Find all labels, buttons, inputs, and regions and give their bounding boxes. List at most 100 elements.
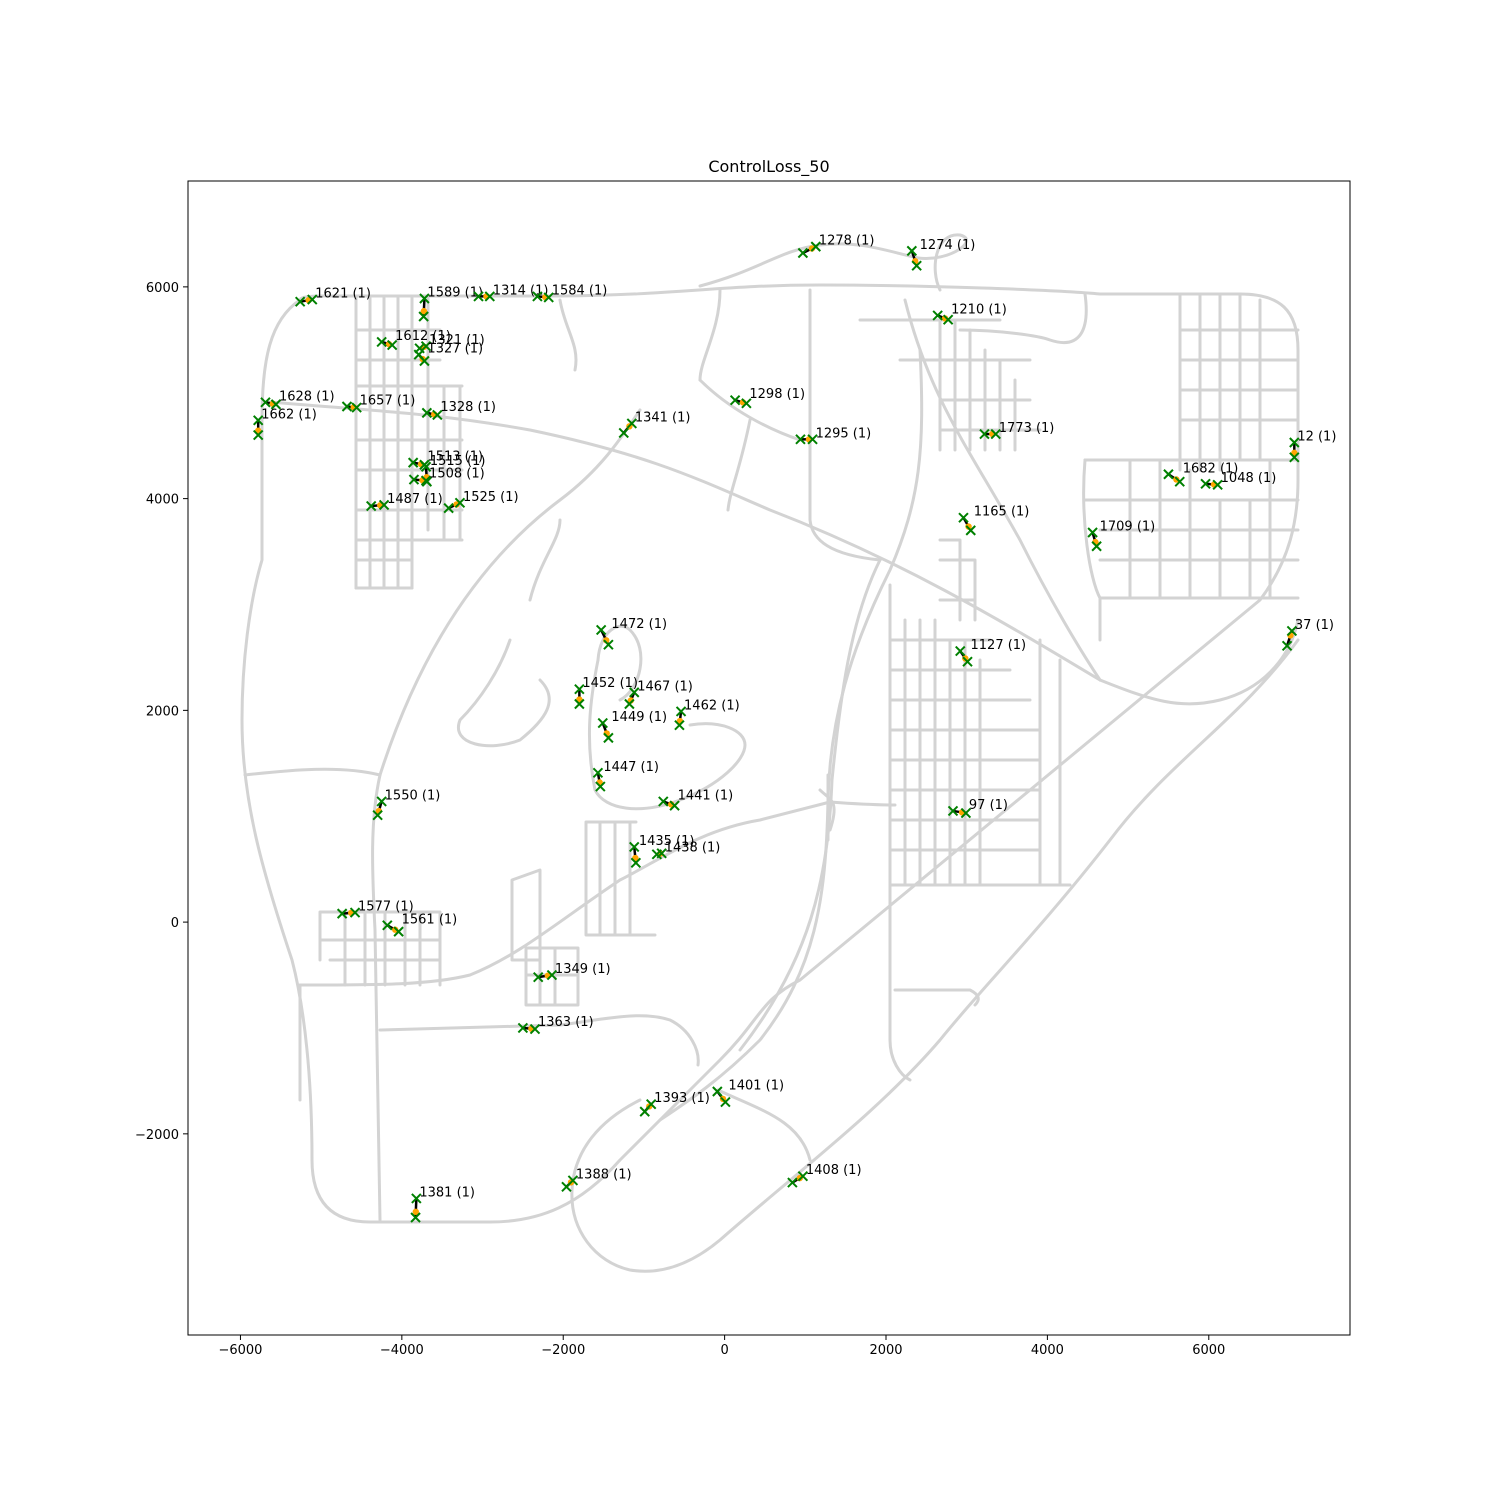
event-label: 1393 (1) bbox=[654, 1091, 710, 1106]
event-group: 1577 (1) bbox=[336, 900, 414, 919]
x-tick-label: −2000 bbox=[541, 1343, 585, 1358]
event-group: 1314 (1) bbox=[473, 283, 548, 302]
y-tick-label: 4000 bbox=[146, 493, 179, 508]
event-label: 1295 (1) bbox=[816, 426, 872, 441]
event-markers: 1278 (1) 1274 (1) 1621 (1) 1589 (1) 1314 (1)… bbox=[252, 234, 1336, 1223]
event-label: 1363 (1) bbox=[538, 1015, 594, 1030]
x-marker bbox=[567, 1175, 579, 1186]
x-marker bbox=[533, 971, 544, 983]
x-marker bbox=[787, 1177, 798, 1188]
x-marker bbox=[720, 1096, 731, 1108]
event-group: 12 (1) bbox=[1289, 430, 1336, 463]
event-group: 1341 (1) bbox=[618, 410, 691, 439]
x-marker bbox=[421, 407, 433, 419]
event-label: 1621 (1) bbox=[315, 287, 371, 302]
x-marker bbox=[729, 394, 741, 406]
event-label: 1577 (1) bbox=[358, 900, 414, 915]
x-marker bbox=[454, 497, 466, 509]
event-group: 1363 (1) bbox=[517, 1015, 594, 1035]
event-group: 1274 (1) bbox=[906, 238, 976, 271]
event-label: 1487 (1) bbox=[387, 492, 443, 507]
event-group: 1612 (1) bbox=[376, 329, 451, 351]
event-label: 1447 (1) bbox=[603, 760, 659, 775]
x-marker bbox=[712, 1086, 723, 1097]
x-marker bbox=[419, 355, 430, 367]
event-group: 1349 (1) bbox=[533, 962, 611, 983]
x-marker bbox=[517, 1022, 529, 1034]
axis-ticks: −6000 −4000 −2000 0 2000 4000 6000 −2000 0 2000 40… bbox=[135, 281, 1225, 1358]
event-group: 1467 (1) bbox=[624, 679, 693, 710]
x-marker bbox=[419, 293, 430, 304]
event-label: 1048 (1) bbox=[1221, 471, 1277, 486]
x-marker bbox=[411, 1193, 422, 1204]
event-label: 1341 (1) bbox=[635, 410, 691, 425]
x-marker bbox=[990, 428, 1001, 440]
x-marker bbox=[529, 1023, 541, 1035]
x-marker bbox=[658, 796, 669, 807]
event-group: 1278 (1) bbox=[797, 234, 875, 259]
x-marker bbox=[341, 401, 353, 412]
event-label: 1210 (1) bbox=[951, 302, 1007, 317]
y-tick-label: 6000 bbox=[146, 281, 179, 296]
x-marker bbox=[420, 461, 432, 473]
x-marker bbox=[797, 247, 809, 259]
x-marker bbox=[432, 409, 443, 421]
event-label: 1589 (1) bbox=[427, 286, 483, 301]
event-label: 1515 (1) bbox=[430, 454, 486, 469]
event-label: 1278 (1) bbox=[819, 234, 875, 249]
axes bbox=[187, 180, 1351, 1336]
event-label: 1508 (1) bbox=[429, 467, 485, 482]
x-marker bbox=[543, 292, 554, 303]
event-group: 1657 (1) bbox=[341, 394, 416, 413]
event-label: 1662 (1) bbox=[261, 407, 317, 422]
x-marker bbox=[741, 398, 752, 409]
x-marker bbox=[410, 1212, 421, 1223]
event-label: 1449 (1) bbox=[611, 710, 667, 725]
x-marker bbox=[376, 336, 387, 348]
event-group: 1438 (1) bbox=[651, 840, 721, 860]
x-marker bbox=[675, 706, 687, 717]
event-label: 1513 (1) bbox=[427, 450, 483, 465]
event-group: 1682 (1) bbox=[1163, 461, 1238, 487]
x-marker bbox=[1286, 625, 1298, 637]
x-marker bbox=[626, 418, 638, 429]
event-group: 1295 (1) bbox=[795, 426, 872, 445]
event-label: 1467 (1) bbox=[637, 679, 693, 694]
event-label: 1274 (1) bbox=[920, 238, 976, 253]
event-label: 1441 (1) bbox=[678, 788, 734, 803]
event-label: 1584 (1) bbox=[552, 283, 608, 298]
x-marker bbox=[965, 525, 976, 536]
x-marker bbox=[624, 698, 635, 710]
event-group: 1773 (1) bbox=[979, 421, 1054, 440]
event-label: 1381 (1) bbox=[419, 1185, 475, 1200]
x-marker bbox=[372, 809, 383, 821]
x-marker bbox=[351, 402, 362, 413]
plot-frame bbox=[187, 180, 1351, 1336]
x-marker bbox=[592, 767, 604, 779]
x-marker bbox=[618, 427, 629, 439]
x-marker bbox=[393, 926, 404, 937]
event-label: 1657 (1) bbox=[360, 394, 416, 409]
event-label: 1165 (1) bbox=[974, 505, 1030, 520]
event-group: 1441 (1) bbox=[658, 788, 734, 811]
event-group: 1328 (1) bbox=[421, 400, 496, 421]
event-label: 37 (1) bbox=[1295, 618, 1334, 633]
event-group: 1327 (1) bbox=[413, 342, 483, 367]
event-group: 1381 (1) bbox=[410, 1185, 475, 1223]
event-group: 1508 (1) bbox=[408, 467, 485, 486]
event-label: 1628 (1) bbox=[279, 389, 335, 404]
x-marker bbox=[1087, 527, 1098, 538]
event-group: 1462 (1) bbox=[674, 698, 740, 731]
event-label: 1438 (1) bbox=[665, 840, 721, 855]
event-group: 1393 (1) bbox=[639, 1091, 710, 1117]
x-marker bbox=[674, 719, 685, 731]
x-marker bbox=[797, 1170, 809, 1182]
y-tick-label: −2000 bbox=[135, 1128, 179, 1143]
event-label: 1550 (1) bbox=[385, 788, 441, 803]
road-network bbox=[240, 233, 1300, 1273]
event-label: 1298 (1) bbox=[749, 387, 805, 402]
x-marker bbox=[932, 310, 943, 321]
event-label: 1462 (1) bbox=[684, 698, 740, 713]
x-marker bbox=[1212, 479, 1223, 491]
